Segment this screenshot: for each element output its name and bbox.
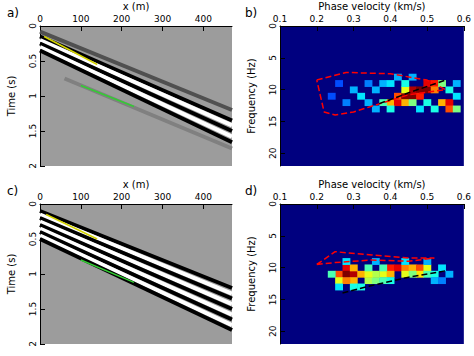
svg-text:0.1: 0.1 xyxy=(273,192,287,202)
svg-text:0.5: 0.5 xyxy=(420,192,434,202)
svg-text:x (m): x (m) xyxy=(123,1,150,12)
svg-text:0: 0 xyxy=(28,23,38,29)
svg-text:20: 20 xyxy=(268,147,278,159)
svg-text:1: 1 xyxy=(28,271,38,277)
svg-text:0.2: 0.2 xyxy=(310,14,324,24)
svg-text:0: 0 xyxy=(28,201,38,207)
svg-text:1.5: 1.5 xyxy=(28,124,38,138)
svg-text:d): d) xyxy=(245,184,257,198)
svg-text:400: 400 xyxy=(195,192,212,202)
svg-text:10: 10 xyxy=(268,262,278,274)
svg-text:0.4: 0.4 xyxy=(383,192,398,202)
svg-text:100: 100 xyxy=(72,14,89,24)
svg-text:0.6: 0.6 xyxy=(457,14,472,24)
svg-text:10: 10 xyxy=(268,84,278,96)
svg-text:0.1: 0.1 xyxy=(273,14,287,24)
svg-text:x (m): x (m) xyxy=(123,179,150,190)
svg-text:300: 300 xyxy=(154,192,171,202)
svg-text:0: 0 xyxy=(37,192,43,202)
svg-text:5: 5 xyxy=(268,55,278,61)
svg-text:Phase velocity (km/s): Phase velocity (km/s) xyxy=(318,179,425,190)
svg-text:Frequency (Hz): Frequency (Hz) xyxy=(246,236,257,312)
svg-text:0.6: 0.6 xyxy=(457,192,472,202)
svg-text:0: 0 xyxy=(268,201,278,207)
svg-text:300: 300 xyxy=(154,14,171,24)
svg-text:2: 2 xyxy=(28,163,38,169)
svg-text:c): c) xyxy=(7,184,18,198)
svg-text:2: 2 xyxy=(28,341,38,347)
svg-text:200: 200 xyxy=(113,14,130,24)
svg-text:b): b) xyxy=(245,6,257,20)
svg-text:15: 15 xyxy=(268,116,278,127)
svg-text:a): a) xyxy=(7,6,19,20)
svg-text:20: 20 xyxy=(268,325,278,337)
svg-text:0.4: 0.4 xyxy=(383,14,398,24)
svg-text:100: 100 xyxy=(72,192,89,202)
svg-text:0.3: 0.3 xyxy=(346,192,360,202)
svg-text:5: 5 xyxy=(268,233,278,239)
svg-text:Phase velocity (km/s): Phase velocity (km/s) xyxy=(318,1,425,12)
svg-text:400: 400 xyxy=(195,14,212,24)
svg-text:1: 1 xyxy=(28,93,38,99)
svg-text:15: 15 xyxy=(268,294,278,305)
svg-text:0.3: 0.3 xyxy=(346,14,360,24)
svg-text:1.5: 1.5 xyxy=(28,302,38,316)
svg-text:0.5: 0.5 xyxy=(420,14,434,24)
svg-text:0: 0 xyxy=(37,14,43,24)
svg-text:200: 200 xyxy=(113,192,130,202)
svg-text:Time (s): Time (s) xyxy=(6,254,17,296)
svg-text:0.5: 0.5 xyxy=(28,232,38,246)
svg-text:0.2: 0.2 xyxy=(310,192,324,202)
svg-text:Time (s): Time (s) xyxy=(6,76,17,118)
svg-text:0.5: 0.5 xyxy=(28,54,38,68)
svg-text:Frequency (Hz): Frequency (Hz) xyxy=(246,58,257,134)
svg-text:0: 0 xyxy=(268,23,278,29)
